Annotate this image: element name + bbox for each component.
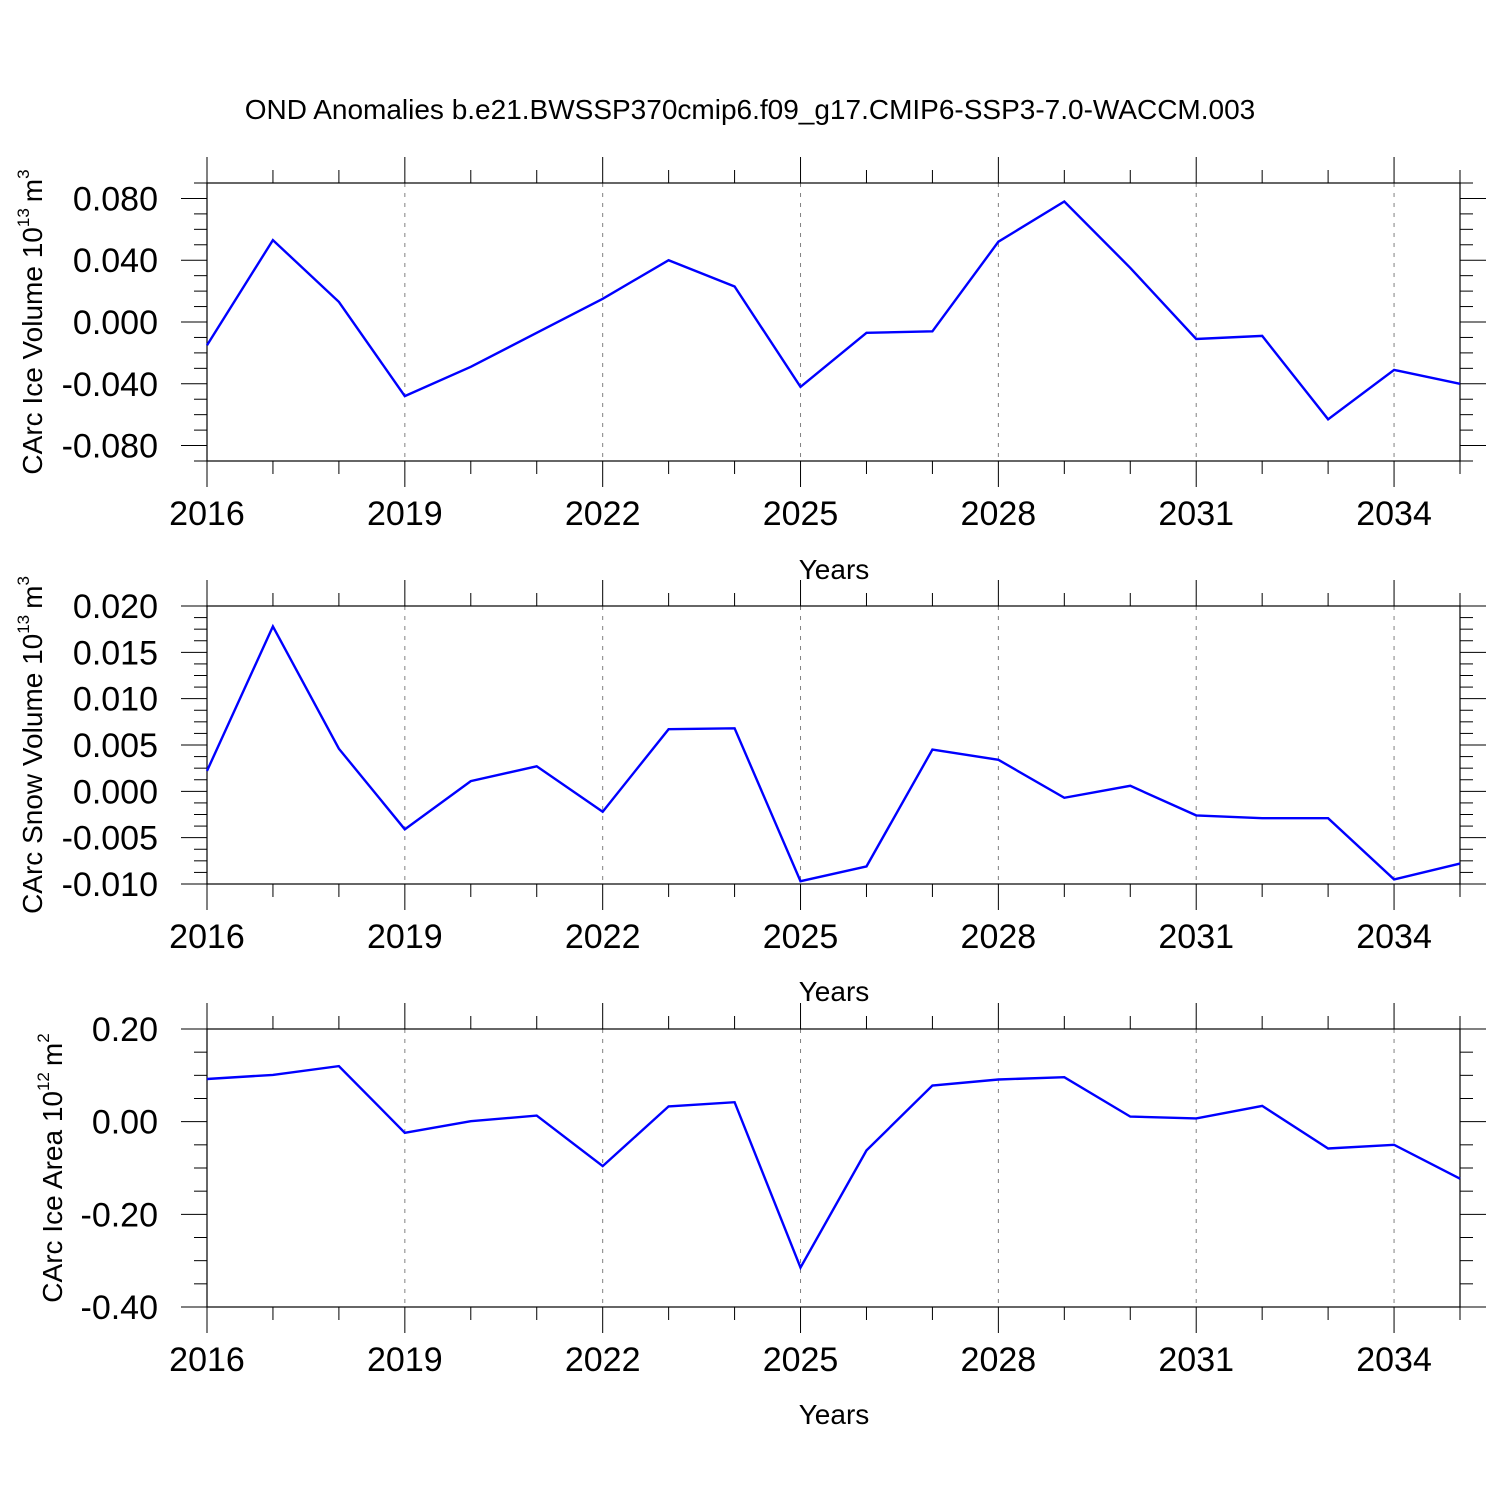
y-tick-label: 0.080: [73, 180, 158, 218]
y-axis-title: CArc Ice Area 1012 m2: [34, 1033, 68, 1302]
x-tick-label: 2022: [565, 495, 641, 533]
y-axis-title-main: CArc Ice Area 10: [37, 1091, 68, 1303]
y-tick-label: 0.010: [73, 681, 158, 719]
x-tick-label: 2028: [961, 918, 1037, 956]
panels: 2016 2019 2022 2025 2028 2031 2034 0.080 0.040 0.…: [14, 157, 1486, 1430]
x-tick-label: 2034: [1356, 495, 1432, 533]
panel-2: 2016 2019 2022 2025 2028 2031 2034 0.020 0.015 0.…: [14, 576, 1486, 1007]
x-tick-label: 2031: [1158, 918, 1234, 956]
panel-3: 2016 2019 2022 2025 2028 2031 2034 0.20 0.00 -0.2…: [34, 1003, 1486, 1430]
x-tick-label: 2025: [763, 918, 839, 956]
x-tick-label: 2025: [763, 495, 839, 533]
x-tick-label: 2019: [367, 918, 443, 956]
y-axis-title-main: CArc Ice Volume 10: [17, 227, 48, 474]
x-axis-title: Years: [799, 554, 870, 585]
y-tick-label: 0.020: [73, 588, 158, 626]
x-tick-label: 2031: [1158, 1341, 1234, 1379]
panel-1: 2016 2019 2022 2025 2028 2031 2034 0.080 0.040 0.…: [14, 157, 1486, 585]
y-axis-title-main: CArc Snow Volume 10: [17, 634, 48, 914]
y-axis-title: CArc Ice Volume 1013 m3: [14, 169, 48, 474]
y-tick-label: 0.005: [73, 727, 158, 765]
x-tick-label: 2016: [169, 918, 245, 956]
y-axis-title-unit-exponent: 3: [14, 169, 33, 178]
y-tick-label: 0.040: [73, 242, 158, 280]
x-tick-label: 2034: [1356, 918, 1432, 956]
y-tick-label: 0.00: [92, 1104, 158, 1142]
y-axis-title-unit-exponent: 3: [14, 576, 33, 585]
x-tick-label: 2025: [763, 1341, 839, 1379]
y-tick-label: 0.20: [92, 1011, 158, 1049]
y-tick-label: 0.000: [73, 304, 158, 342]
y-tick-label: -0.40: [81, 1289, 159, 1327]
x-tick-label: 2034: [1356, 1341, 1432, 1379]
x-tick-label: 2019: [367, 495, 443, 533]
y-axis-title-unit-exponent: 2: [34, 1033, 53, 1042]
x-tick-label: 2028: [961, 1341, 1037, 1379]
x-tick-label: 2016: [169, 1341, 245, 1379]
x-axis-title: Years: [799, 976, 870, 1007]
x-tick-label: 2019: [367, 1341, 443, 1379]
x-tick-label: 2022: [565, 1341, 641, 1379]
y-axis-title-unit: m: [17, 586, 48, 609]
series-line: [205, 623, 1461, 883]
series-line: [205, 199, 1461, 421]
y-tick-label: -0.20: [81, 1196, 159, 1234]
y-axis-title-unit: m: [37, 1043, 68, 1066]
y-tick-label: 0.015: [73, 634, 158, 672]
y-tick-label: -0.080: [62, 428, 158, 466]
y-tick-label: -0.040: [62, 366, 158, 404]
y-axis-title-exponent: 13: [14, 208, 33, 227]
y-axis-title-exponent: 12: [34, 1072, 53, 1091]
series-line: [206, 1064, 1461, 1271]
x-tick-label: 2028: [961, 495, 1037, 533]
y-axis-title-exponent: 13: [14, 615, 33, 634]
x-tick-label: 2016: [169, 495, 245, 533]
x-tick-label: 2031: [1158, 495, 1234, 533]
x-axis-title: Years: [799, 1399, 870, 1430]
y-axis-title: CArc Snow Volume 1013 m3: [14, 576, 48, 914]
x-tick-label: 2022: [565, 918, 641, 956]
y-tick-label: -0.005: [62, 820, 158, 858]
y-tick-label: 0.000: [73, 773, 158, 811]
y-axis-title-unit: m: [17, 179, 48, 202]
figure-title: OND Anomalies b.e21.BWSSP370cmip6.f09_g1…: [245, 94, 1256, 125]
y-tick-label: -0.010: [62, 866, 158, 904]
